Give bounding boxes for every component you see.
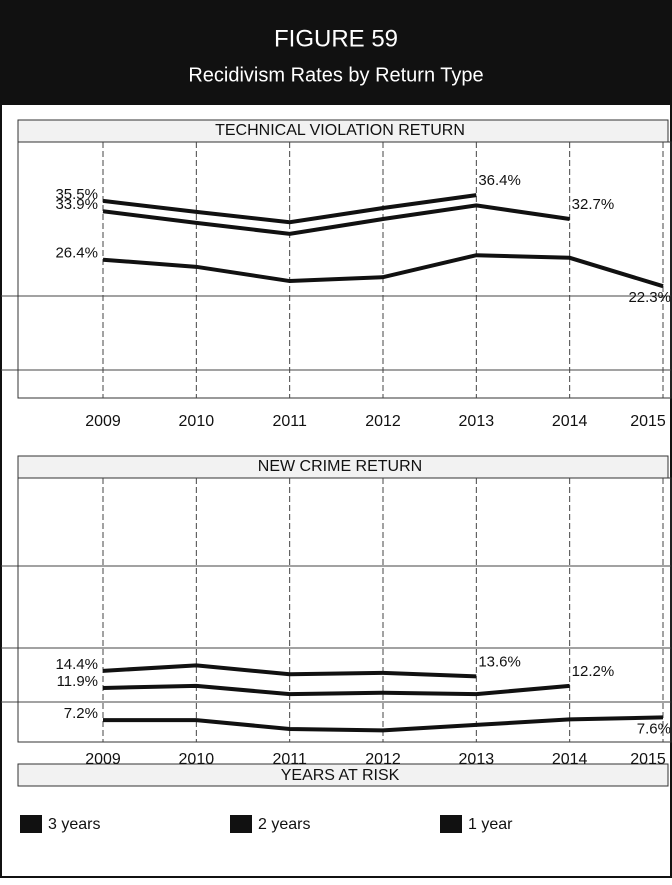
value-label: 7.2% [64, 705, 98, 722]
panel-title: TECHNICAL VIOLATION RETURN [215, 122, 465, 139]
value-label: 13.6% [478, 653, 521, 670]
value-label: 35.5% [55, 186, 98, 203]
x-tick-label: 2015 [630, 413, 666, 430]
series-line [102, 683, 570, 697]
value-label: 32.7% [572, 196, 615, 213]
legend-swatch [230, 815, 252, 833]
legend-label: 2 years [258, 816, 310, 833]
x-tick-label: 2015 [630, 751, 666, 768]
value-label: 36.4% [478, 172, 521, 189]
x-tick-label: 2013 [459, 751, 495, 768]
panel-title: NEW CRIME RETURN [258, 458, 422, 475]
plot-frame [17, 141, 672, 399]
series-line [102, 193, 477, 225]
value-label: 22.3% [628, 289, 671, 306]
x-tick-label: 2014 [552, 751, 588, 768]
legend-header [17, 763, 669, 787]
value-label: 11.9% [57, 673, 98, 690]
x-tick-label: 2009 [85, 751, 121, 768]
x-tick-label: 2009 [85, 413, 121, 430]
series-line [102, 253, 664, 289]
value-label: 7.6% [637, 720, 671, 737]
legend-label: 1 year [468, 816, 513, 833]
legend-title: YEARS AT RISK [281, 767, 400, 784]
value-label: 14.4% [55, 656, 98, 673]
x-tick-label: 2012 [365, 751, 401, 768]
series-line [102, 663, 477, 679]
value-label: 26.4% [55, 245, 98, 262]
x-tick-label: 2012 [365, 413, 401, 430]
legend-swatch [440, 815, 462, 833]
x-tick-label: 2010 [179, 751, 215, 768]
legend-label: 3 years [48, 816, 100, 833]
value-label: 33.9% [55, 196, 98, 213]
x-tick-label: 2014 [552, 413, 588, 430]
x-tick-label: 2013 [459, 413, 495, 430]
series-line [102, 203, 570, 236]
figure-subtitle: Recidivism Rates by Return Type [188, 64, 483, 86]
figure-title: FIGURE 59 [274, 25, 398, 52]
legend-swatch [20, 815, 42, 833]
value-label: 12.2% [572, 663, 615, 680]
plot-frame [17, 477, 672, 743]
x-tick-label: 2011 [272, 751, 307, 768]
header-band [1, 1, 671, 105]
x-tick-label: 2011 [272, 413, 307, 430]
series-line [103, 715, 664, 733]
x-tick-label: 2010 [179, 413, 215, 430]
